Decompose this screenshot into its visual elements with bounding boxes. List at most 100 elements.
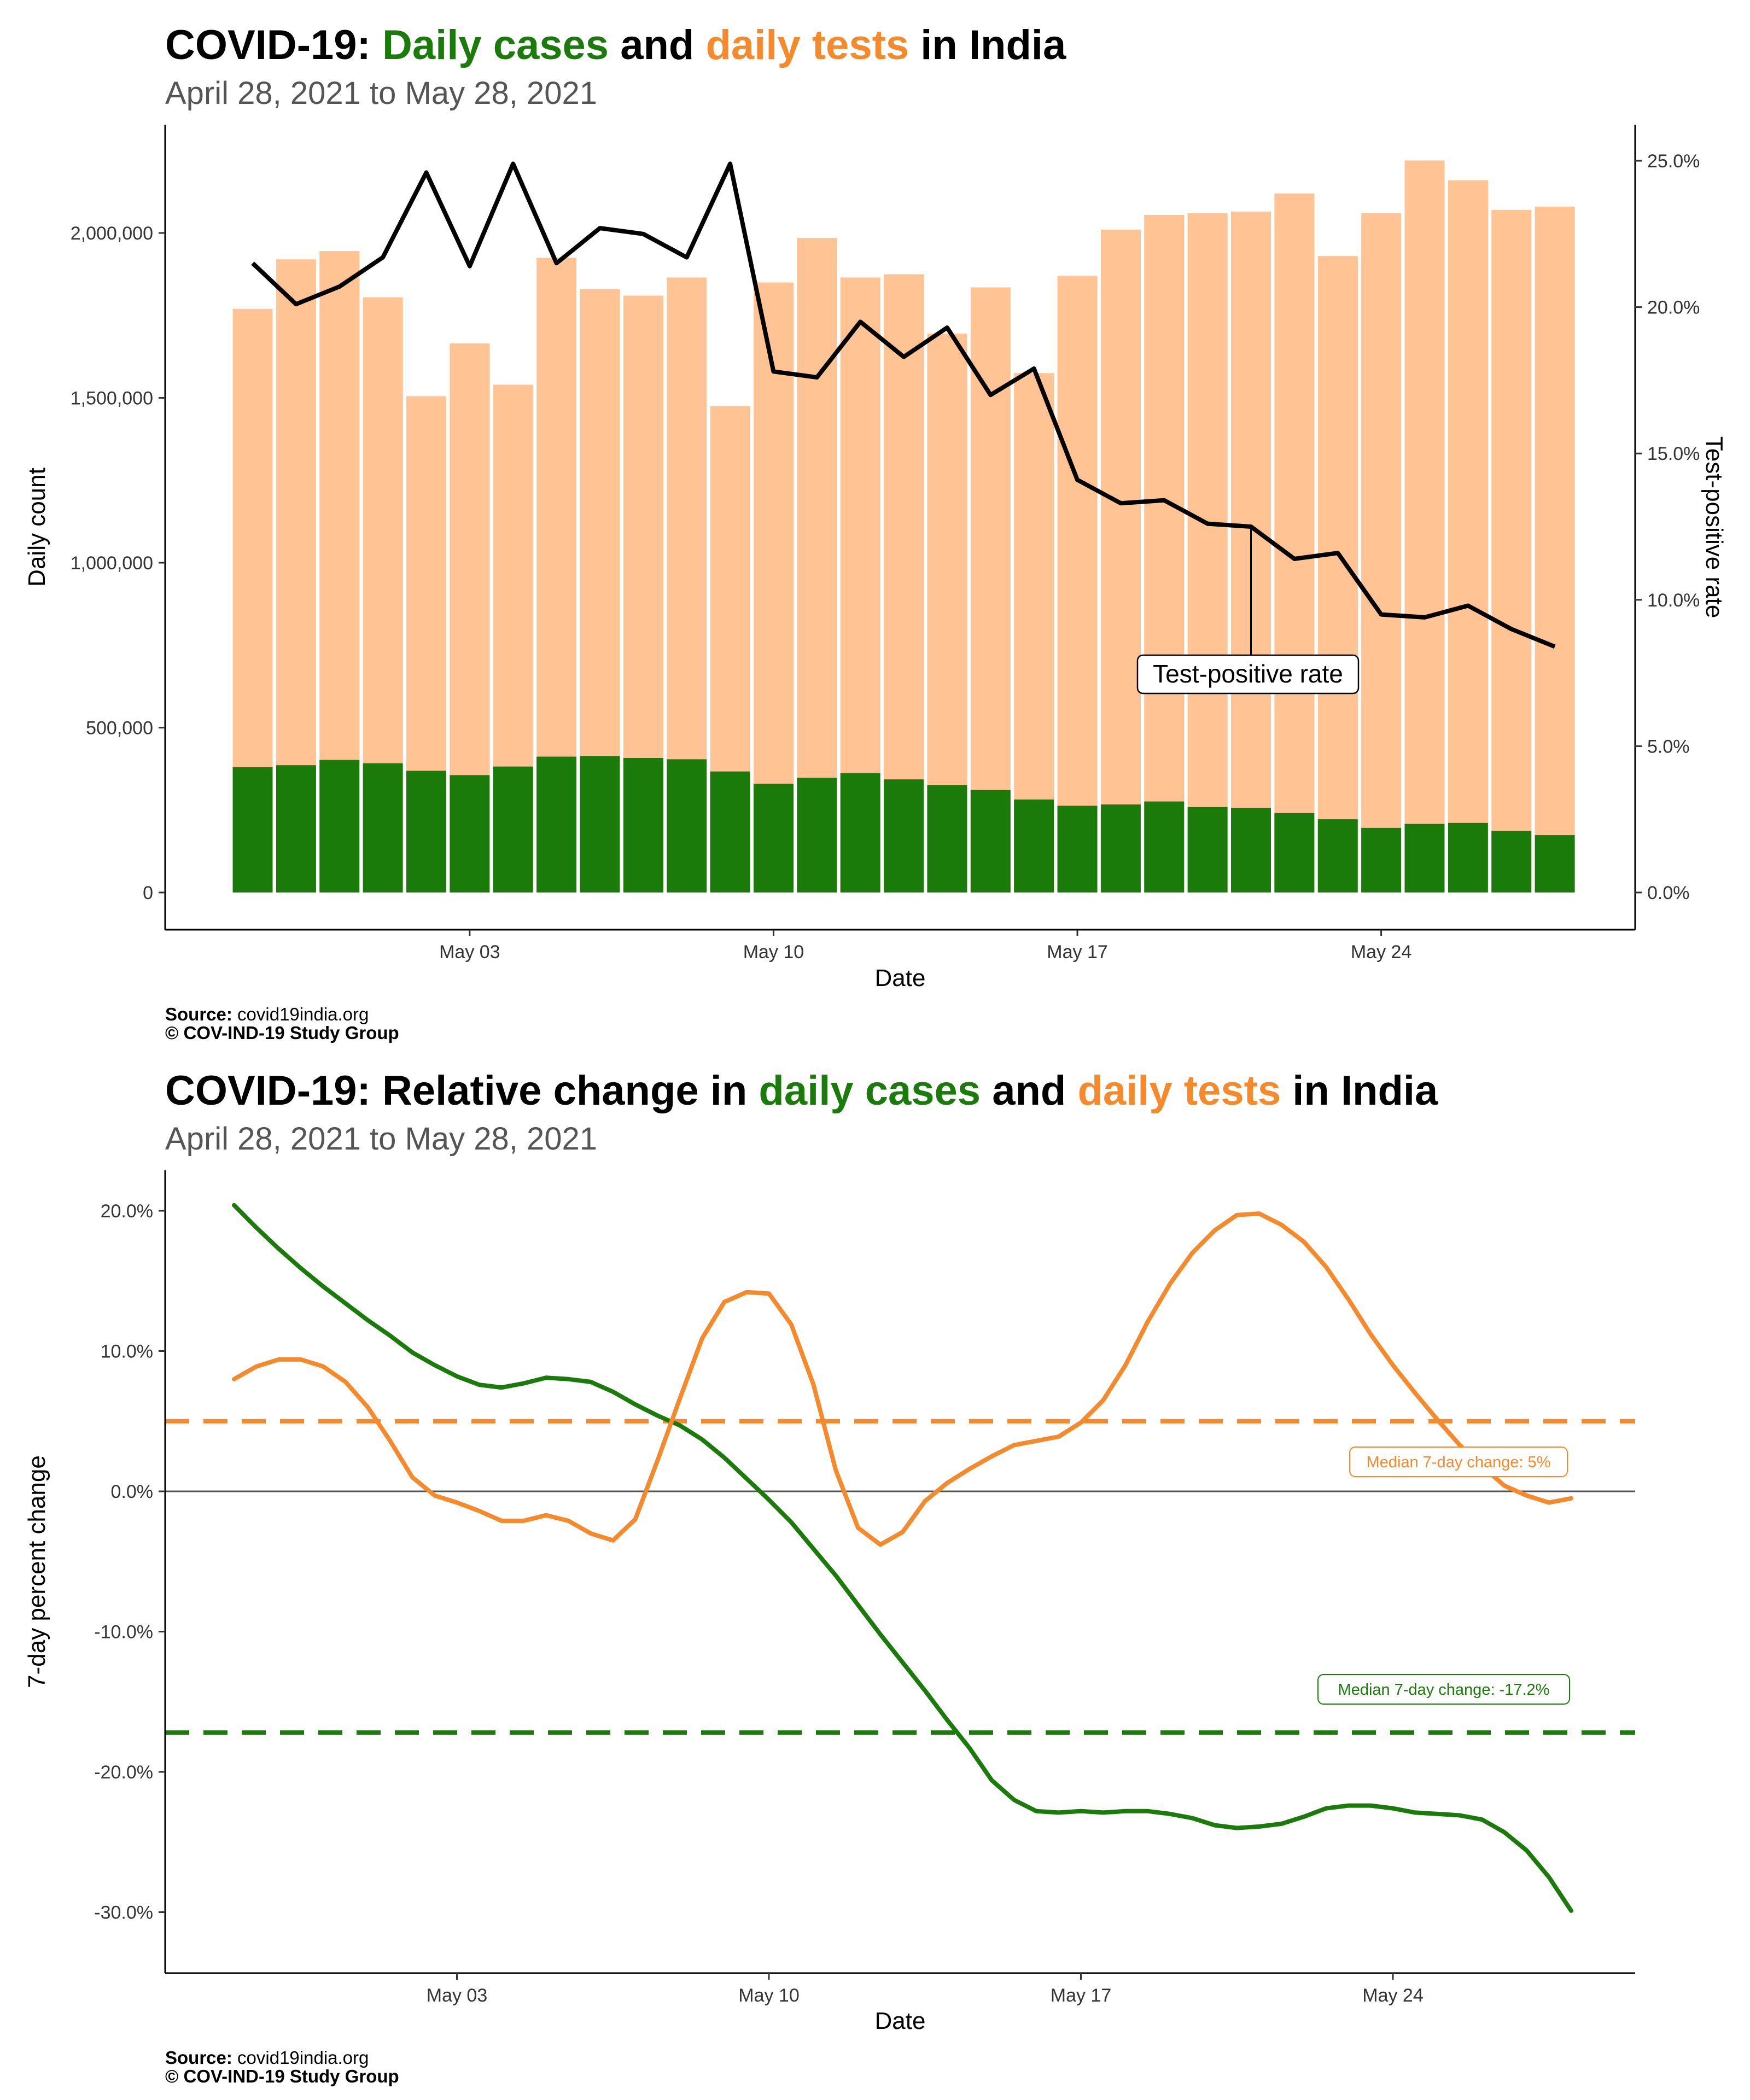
case-bar — [884, 779, 924, 892]
case-bar — [1535, 835, 1575, 892]
chart-2-x-ticks: May 03 May 10 May 17 May 24 — [427, 1973, 1424, 2006]
test-bar — [1187, 213, 1228, 892]
test-bar — [1404, 160, 1445, 893]
chart-2-median-lines — [165, 1419, 1635, 1735]
test-bar — [1100, 229, 1141, 893]
chart-1-title-cases: Daily cases — [382, 22, 609, 68]
chart-1-subtitle: April 28, 2021 to May 28, 2021 — [165, 75, 597, 111]
y-tick-label: 1,500,000 — [71, 388, 153, 409]
median-cases-label-box — [1317, 1674, 1570, 1705]
median-tests-label: Median 7-day change: 5% — [1367, 1454, 1551, 1471]
chart-2-y-label: 7-day percent change — [24, 1455, 50, 1688]
y-tick-label: 10.0% — [101, 1341, 153, 1362]
chart-1-x-ticks: May 03 May 10 May 17 May 24 — [439, 930, 1411, 962]
case-bar — [232, 767, 273, 892]
chart-1-y-label-right: Test-positive rate — [1701, 436, 1728, 619]
y-tick-label: 0.0% — [111, 1481, 154, 1502]
chart-1-annotation-label: Test-positive rate — [1153, 660, 1343, 688]
tpr-series-line — [251, 161, 1556, 649]
y-tick-label-right: 20.0% — [1647, 298, 1700, 318]
chart-2-title-mid: and — [981, 1068, 1077, 1114]
test-bar — [1491, 209, 1532, 892]
chart-2-median-labels: Median 7-day change: 5% Median 7-day chan… — [1317, 1446, 1570, 1705]
case-bar — [1231, 808, 1271, 892]
chart-1-tpr-annotation: Test-positive rate — [1136, 527, 1360, 695]
case-bar — [1448, 822, 1488, 892]
test-bar — [1448, 180, 1488, 892]
case-bar — [1361, 827, 1402, 892]
x-tick-label: May 24 — [1362, 1985, 1424, 2006]
chart-2-title-cases: daily cases — [759, 1068, 981, 1114]
test-bar — [1361, 213, 1402, 892]
chart-2-series-lines — [232, 1203, 1573, 1913]
chart-2-copyright: © COV-IND-19 Study Group — [165, 2066, 399, 2086]
case-bar — [1100, 804, 1141, 892]
chart-1-x-label: Date — [875, 965, 926, 991]
case-bar — [927, 785, 967, 892]
chart-1-title-tests: daily tests — [705, 22, 909, 68]
test-bar — [1274, 193, 1315, 892]
tests-change-line — [232, 1211, 1573, 1547]
y-tick-label: 20.0% — [101, 1201, 153, 1222]
y-tick-label-right: 5.0% — [1647, 736, 1690, 757]
chart-2-title-tests: daily tests — [1077, 1068, 1281, 1114]
chart-2-subtitle: April 28, 2021 to May 28, 2021 — [165, 1121, 597, 1157]
case-bar — [1274, 813, 1315, 892]
case-bar — [1491, 831, 1532, 892]
chart-1-tpr-line — [251, 161, 1556, 649]
chart-1-y-label: Daily count — [24, 468, 50, 587]
chart-1-annotation-box — [1136, 654, 1360, 695]
chart-1-y-ticks-right: 0.0% 5.0% 10.0% 15.0% 20.0% 25.0% — [1635, 151, 1700, 903]
case-bar — [1057, 806, 1098, 892]
y-tick-label-right: 10.0% — [1647, 590, 1700, 611]
chart-1-title: COVID-19: Daily cases and daily tests in… — [165, 22, 1066, 68]
median-tests-label-box — [1349, 1446, 1568, 1477]
x-tick-label: May 03 — [427, 1985, 488, 2006]
case-bar — [1187, 807, 1228, 892]
chart-2-y-ticks: -30.0% -20.0% -10.0% 0.0% 10.0% 20.0% — [94, 1201, 165, 1923]
case-bar — [1317, 819, 1358, 892]
chart-2-x-label: Date — [875, 2008, 926, 2034]
case-bar — [797, 778, 837, 892]
y-tick-label-right: 0.0% — [1647, 883, 1690, 903]
chart-2-title: COVID-19: Relative change in daily cases… — [165, 1068, 1438, 1114]
y-tick-label: 500,000 — [86, 718, 153, 739]
chart-2-title-prefix: COVID-19: Relative change in — [165, 1068, 759, 1114]
chart-2-title-suffix: in India — [1281, 1068, 1438, 1114]
chart-2-source-value: covid19india.org — [232, 2048, 369, 2068]
case-bar — [450, 775, 490, 892]
case-bar — [753, 784, 794, 892]
y-tick-label-right: 25.0% — [1647, 151, 1700, 172]
chart-1-source-value: covid19india.org — [232, 1004, 369, 1024]
median-cases-label: Median 7-day change: -17.2% — [1338, 1681, 1550, 1699]
case-bar — [710, 771, 750, 892]
case-bar — [580, 756, 620, 892]
x-tick-label: May 17 — [1051, 1985, 1112, 2006]
x-tick-label: May 10 — [738, 1985, 800, 2006]
case-bar — [970, 790, 1011, 892]
case-bar — [623, 757, 663, 892]
y-tick-label: 0 — [143, 883, 153, 903]
chart-2-source-label: Source: — [165, 2048, 232, 2068]
x-tick-label: May 17 — [1047, 942, 1108, 962]
x-tick-label: May 03 — [439, 942, 500, 962]
chart-1-copyright: © COV-IND-19 Study Group — [165, 1023, 399, 1043]
chart-1-source: Source: covid19india.org — [165, 1004, 369, 1024]
x-tick-label: May 24 — [1351, 942, 1412, 962]
case-bar — [493, 766, 533, 892]
test-bar — [1144, 214, 1185, 893]
case-bar — [840, 773, 880, 892]
case-bar — [406, 771, 446, 892]
case-bar — [536, 756, 577, 892]
chart-1-case-bars — [232, 756, 1575, 892]
cases-change-line — [232, 1203, 1573, 1913]
chart-1-title-prefix: COVID-19: — [165, 22, 382, 68]
y-tick-label: 2,000,000 — [71, 223, 153, 244]
case-bar — [1014, 799, 1054, 892]
test-bar — [1057, 276, 1098, 892]
y-tick-label-right: 15.0% — [1647, 444, 1700, 464]
x-tick-label: May 10 — [743, 942, 804, 962]
case-bar — [1144, 801, 1185, 892]
y-tick-label: -10.0% — [94, 1622, 153, 1643]
case-bar — [667, 759, 707, 892]
